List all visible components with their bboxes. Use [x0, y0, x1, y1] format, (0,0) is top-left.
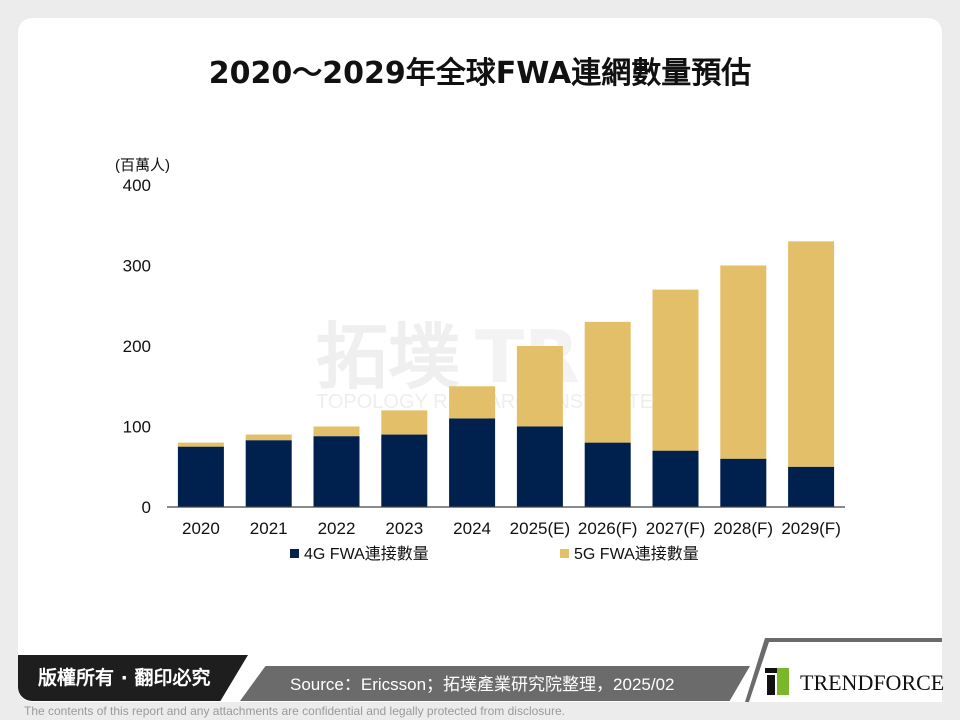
bar-5g: [584, 321, 631, 443]
x-tick-label: 2026(F): [578, 519, 638, 538]
x-tick-label: 2029(F): [781, 519, 841, 538]
bar-4g: [381, 434, 428, 507]
y-tick-label: 400: [123, 176, 151, 195]
bar-4g: [788, 466, 835, 507]
legend-label: 4G FWA連接數量: [304, 545, 429, 563]
bar-4g: [313, 436, 360, 507]
copyright-banner: 版權所有 · 翻印必究: [18, 655, 248, 701]
y-tick-label: 300: [123, 257, 151, 276]
y-tick-label: 0: [142, 498, 151, 517]
source-banner: Source：Ericsson；拓墣產業研究院整理，2025/02: [240, 666, 750, 701]
disclaimer: The contents of this report and any atta…: [24, 704, 565, 718]
y-tick-label: 200: [123, 337, 151, 356]
legend-label: 5G FWA連接數量: [574, 545, 699, 563]
bar-5g: [449, 386, 496, 419]
bar-4g: [652, 450, 699, 507]
logo-frame: [745, 638, 942, 702]
x-tick-label: 2028(F): [714, 519, 774, 538]
bar-5g: [788, 241, 835, 467]
trendforce-logo: TRENDFORCE: [800, 670, 945, 695]
y-axis-unit: (百萬人): [115, 157, 170, 174]
x-tick-label: 2020: [182, 519, 220, 538]
x-tick-label: 2021: [250, 519, 288, 538]
x-tick-label: 2024: [453, 519, 491, 538]
bar-5g: [516, 346, 563, 427]
bar-4g: [177, 446, 224, 507]
legend-swatch: [290, 549, 299, 558]
x-tick-label: 2027(F): [646, 519, 706, 538]
watermark-cn: 拓墣: [316, 315, 460, 399]
bar-4g: [516, 426, 563, 507]
bar-5g: [177, 442, 224, 447]
bar-5g: [313, 426, 360, 437]
bar-4g: [720, 458, 767, 507]
bar-4g: [584, 442, 631, 507]
bar-4g: [245, 440, 292, 507]
bar-5g: [381, 410, 428, 435]
x-tick-label: 2025(E): [510, 519, 570, 538]
chart-title: 2020～2029年全球FWA連網數量預估: [208, 56, 752, 91]
y-tick-label: 100: [123, 418, 151, 437]
slide-card: [18, 18, 942, 702]
bar-5g: [652, 289, 699, 451]
bar-5g: [245, 434, 292, 441]
trendforce-logo-icon: [765, 668, 779, 673]
bar-4g: [449, 418, 496, 507]
bar-5g: [720, 265, 767, 459]
x-tick-label: 2022: [318, 519, 356, 538]
x-tick-label: 2023: [385, 519, 423, 538]
legend-swatch: [560, 549, 569, 558]
